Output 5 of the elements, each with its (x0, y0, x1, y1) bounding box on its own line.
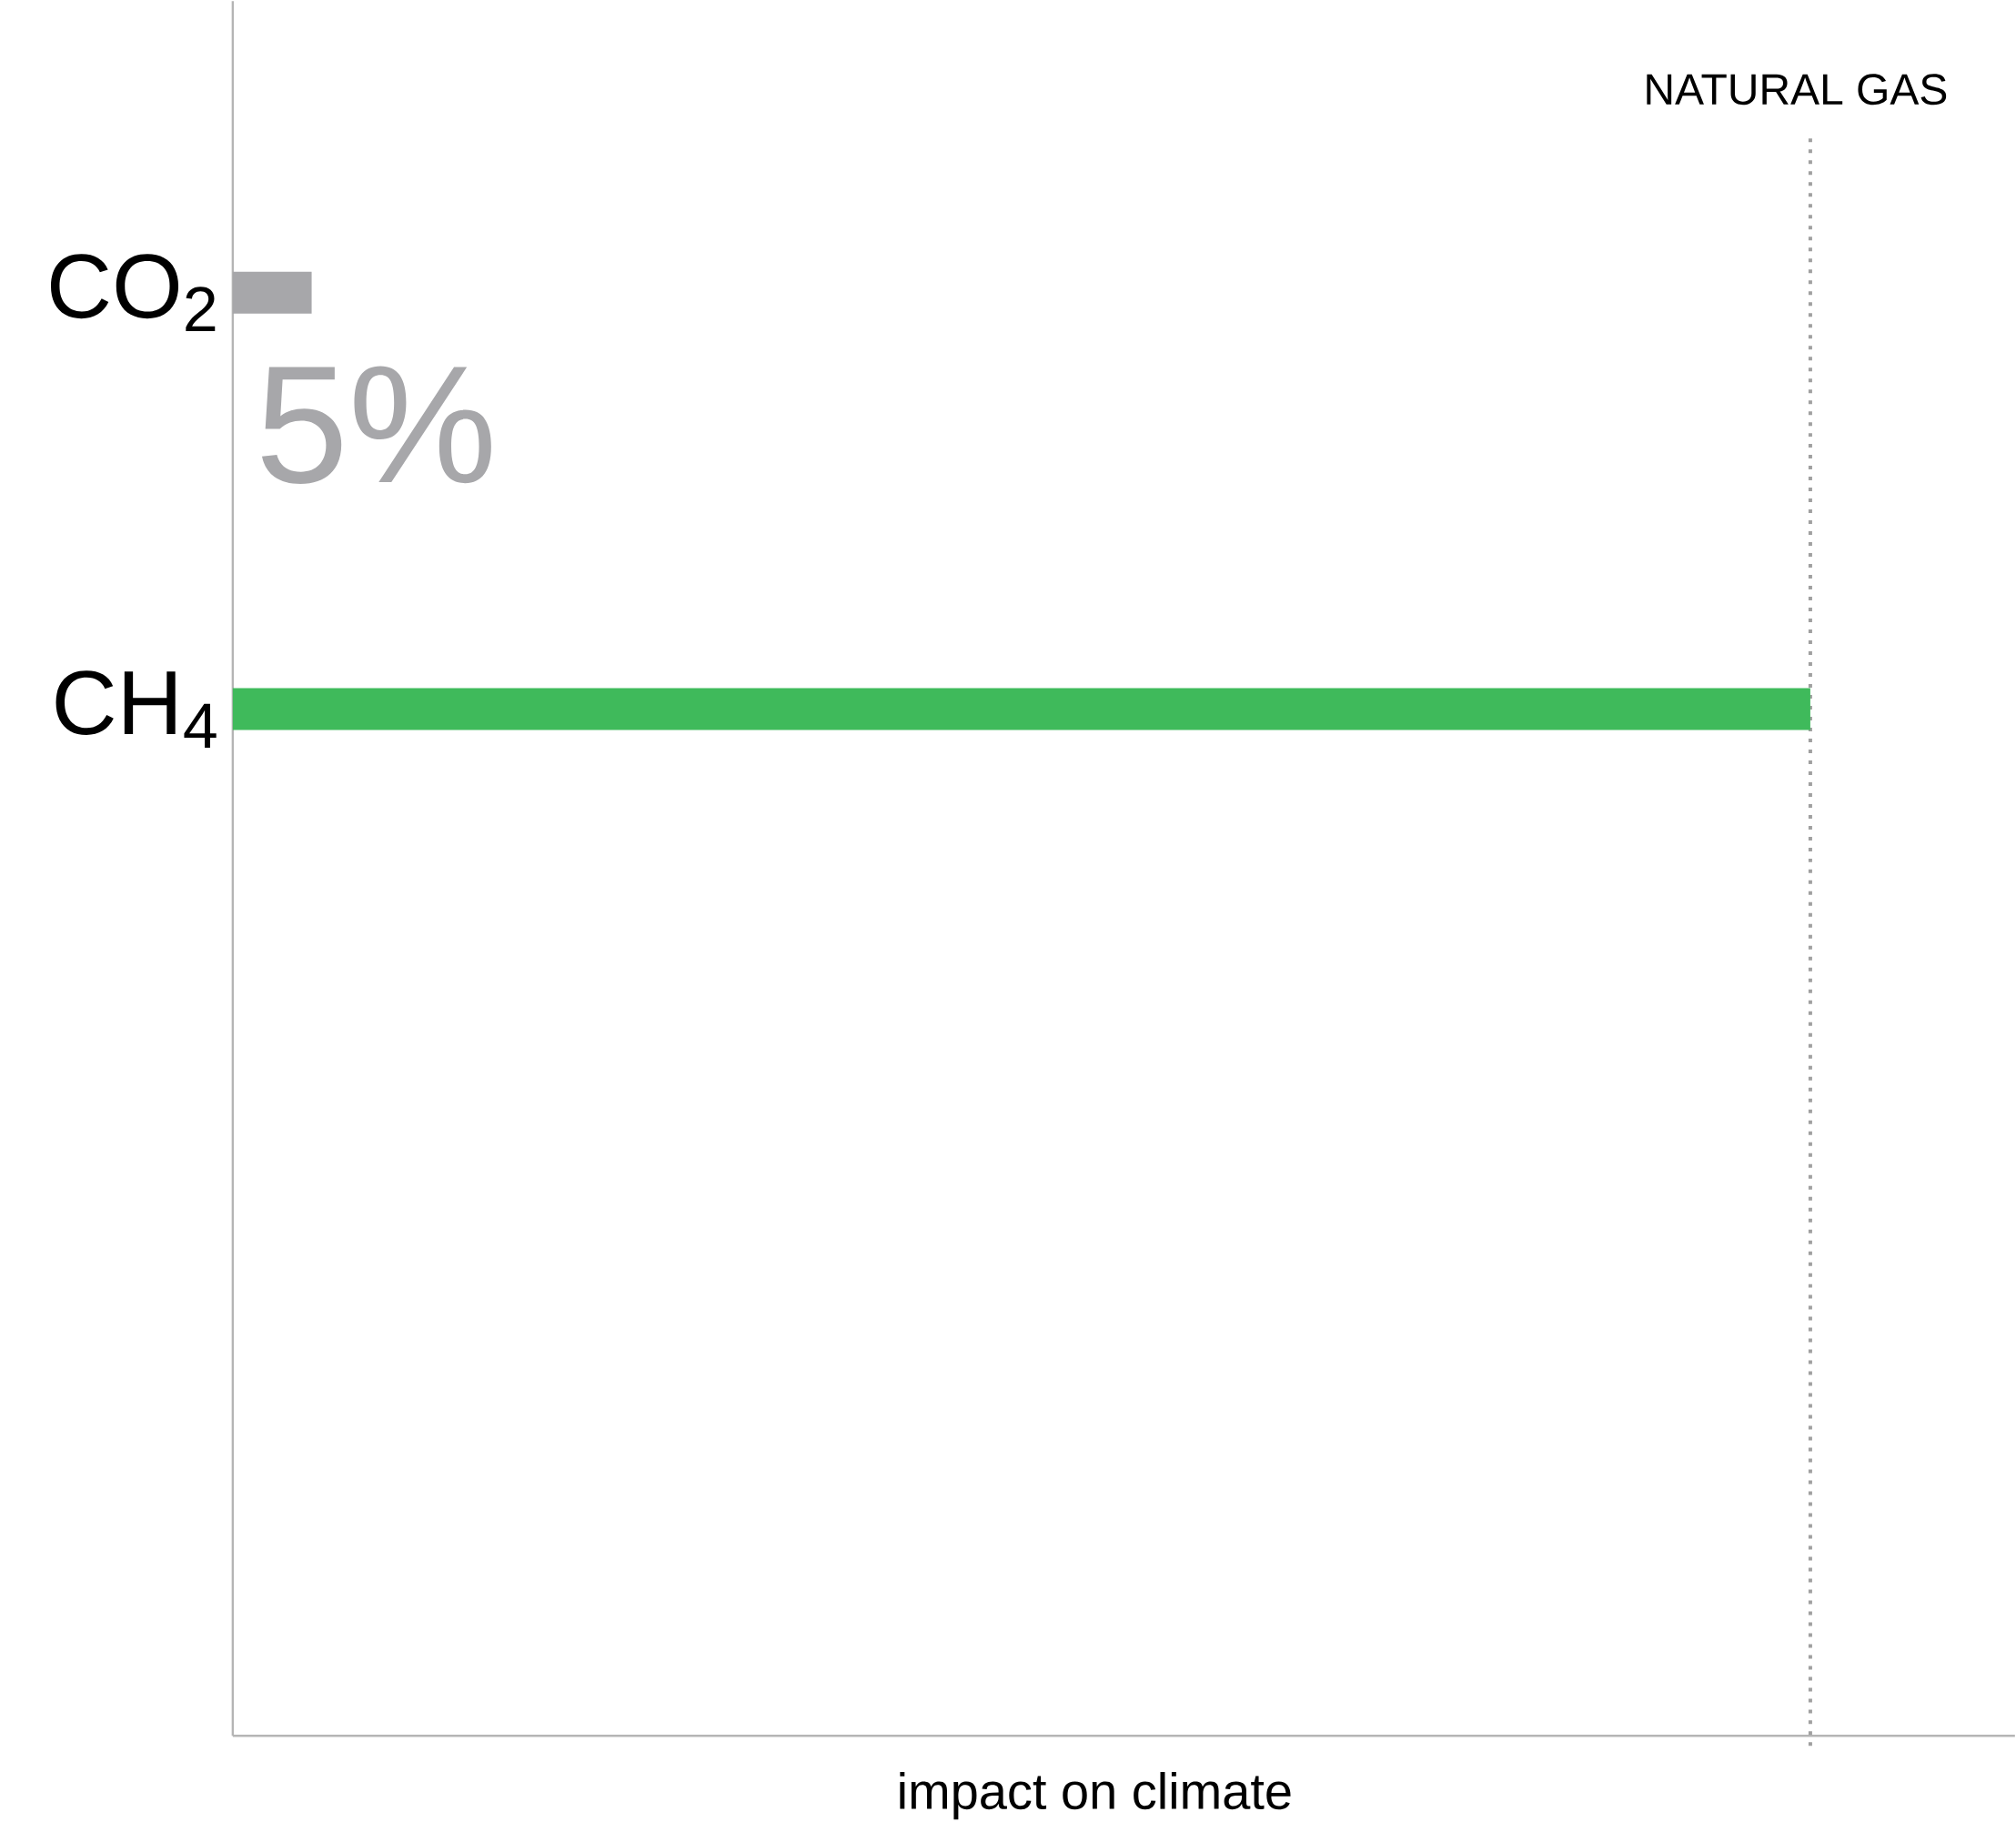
y-tick-label: CO$_{2}$ (50, 254, 216, 332)
data-label: 5% (261, 366, 491, 485)
ref-line-label: NATURAL GAS (1647, 74, 1947, 106)
y-tick-label: CH$_{4}$ (55, 670, 217, 749)
text: impact on climate (900, 1772, 1291, 1820)
